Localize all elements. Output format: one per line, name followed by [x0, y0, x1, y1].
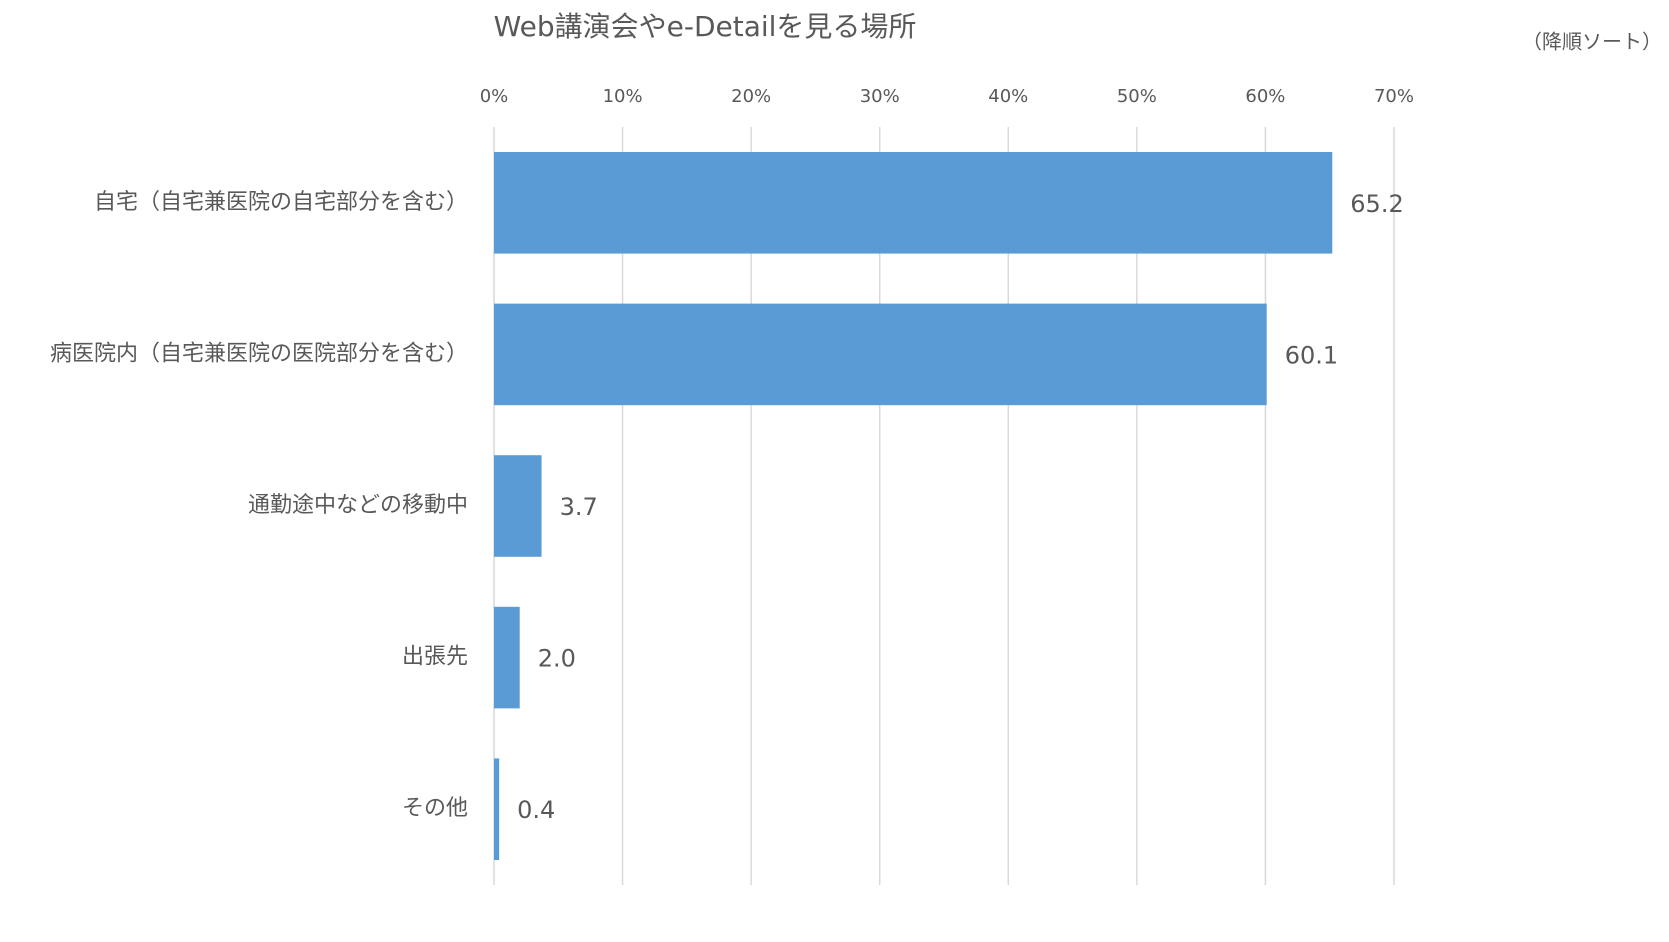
- chart-title: Web講演会やe-Detailを見る場所: [494, 10, 917, 43]
- bar: [494, 758, 500, 860]
- data-label: 60.1: [1285, 341, 1338, 369]
- y-tick-label: 通勤途中などの移動中: [248, 493, 468, 518]
- bar: [494, 455, 542, 557]
- annotation: （降順ソート）: [1522, 30, 1662, 54]
- y-tick-label: 自宅（自宅兼医院の自宅部分を含む）: [94, 190, 468, 215]
- y-tick-label: 出張先: [402, 645, 468, 670]
- y-tick-label: 病医院内（自宅兼医院の医院部分を含む）: [50, 341, 468, 366]
- x-tick-label: 20%: [731, 86, 771, 107]
- x-tick-label: 60%: [1245, 86, 1285, 107]
- x-tick-label: 70%: [1374, 86, 1414, 107]
- x-tick-label: 10%: [603, 86, 643, 107]
- x-tick-label: 0%: [480, 86, 509, 107]
- bar: [494, 303, 1267, 406]
- x-tick-label: 50%: [1117, 86, 1157, 107]
- y-tick-label: その他: [402, 796, 468, 821]
- x-tick-label: 40%: [988, 86, 1028, 107]
- data-label: 2.0: [538, 645, 576, 673]
- bar: [494, 152, 1333, 254]
- data-label: 3.7: [560, 493, 598, 521]
- data-label: 0.4: [517, 796, 555, 824]
- data-label: 65.2: [1350, 190, 1403, 218]
- bar: [494, 606, 520, 709]
- x-tick-label: 30%: [860, 86, 900, 107]
